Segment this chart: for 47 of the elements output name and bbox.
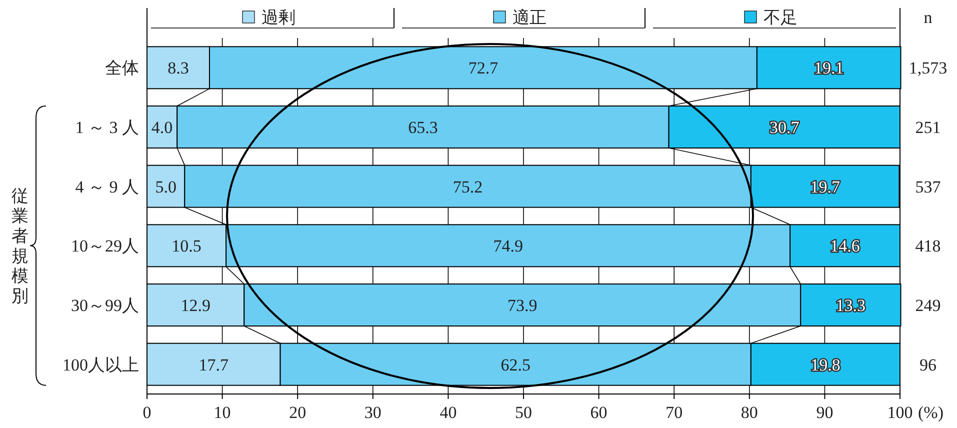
x-tick-label: 20 bbox=[289, 403, 306, 422]
x-tick-label: 60 bbox=[590, 403, 608, 422]
legend-label: 不足 bbox=[764, 8, 798, 27]
data-label: 19.8 bbox=[810, 355, 840, 374]
x-tick-label: 30 bbox=[364, 403, 382, 422]
data-label: 5.0 bbox=[155, 177, 176, 196]
data-label: 12.9 bbox=[180, 296, 210, 315]
x-tick-label: 90 bbox=[816, 403, 834, 422]
x-tick-label: 80 bbox=[740, 403, 758, 422]
x-tick-label: 100 bbox=[887, 403, 913, 422]
x-tick-label: 10 bbox=[214, 403, 231, 422]
data-label: 17.7 bbox=[198, 355, 230, 374]
text: 249 bbox=[915, 296, 941, 315]
text: n bbox=[924, 8, 933, 27]
text: 418 bbox=[915, 236, 941, 256]
text: 1,573 bbox=[908, 58, 948, 78]
data-label: 14.6 bbox=[830, 236, 860, 256]
data-label: 65.3 bbox=[408, 118, 438, 137]
data-label: 72.7 bbox=[468, 58, 499, 78]
x-tick-label: 40 bbox=[440, 403, 457, 422]
x-tick-label: 0 bbox=[142, 403, 152, 422]
data-label: 19.1 bbox=[814, 58, 844, 78]
data-label: 62.5 bbox=[500, 355, 530, 374]
data-label: 4.0 bbox=[151, 118, 173, 137]
data-label: 8.3 bbox=[168, 58, 189, 78]
y-tick-label: 全体 bbox=[105, 58, 139, 78]
data-label: 19.7 bbox=[810, 177, 840, 196]
data-label: 74.9 bbox=[493, 236, 523, 256]
x-tick-label: 70 bbox=[666, 403, 683, 422]
x-axis-title: (%) bbox=[918, 403, 944, 422]
data-label: 73.9 bbox=[507, 296, 538, 315]
text: 537 bbox=[915, 177, 942, 196]
legend-label: 適正 bbox=[512, 8, 546, 27]
y-tick-label: 30～99人 bbox=[71, 296, 139, 315]
y-tick-label: 4 ～ 9 人 bbox=[75, 177, 139, 196]
y-tick-label: 10～29人 bbox=[71, 236, 139, 256]
data-label: 30.7 bbox=[770, 118, 800, 137]
text: 251 bbox=[915, 118, 941, 137]
text: 96 bbox=[920, 355, 936, 374]
data-label: 75.2 bbox=[452, 177, 483, 196]
y-tick-label: 1 ～ 3 人 bbox=[75, 118, 139, 137]
data-label: 13.3 bbox=[836, 296, 866, 315]
x-tick-label: 50 bbox=[515, 403, 532, 422]
legend-label: 過剰 bbox=[262, 8, 296, 27]
y-axis-title: 従業者規模別 bbox=[12, 186, 28, 306]
data-label: 10.5 bbox=[172, 236, 202, 256]
y-tick-label: 100人以上 bbox=[62, 355, 139, 374]
